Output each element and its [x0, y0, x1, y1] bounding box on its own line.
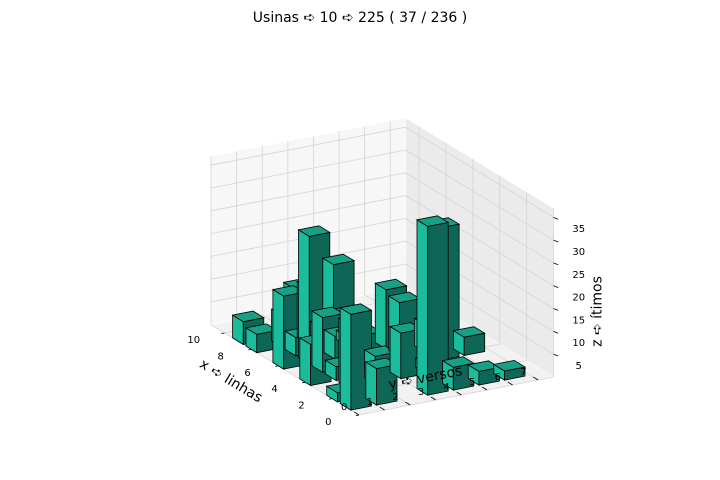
- z-tick-mark: [553, 239, 559, 243]
- z-tick-mark: [553, 331, 559, 334]
- bar-face-front: [311, 310, 324, 374]
- z-tick-mark: [553, 262, 559, 266]
- z-tick-label: 5: [576, 361, 582, 372]
- z-axis-label: z ➪ ítimos: [589, 276, 605, 347]
- x-gridline: [358, 376, 554, 416]
- bar-face-front: [339, 307, 352, 411]
- bar-face-front: [389, 325, 402, 380]
- z-tick-label: 15: [572, 315, 585, 326]
- x-tick-label: 8: [218, 351, 224, 362]
- y-tick-mark: [354, 411, 360, 416]
- z-tick-mark: [553, 217, 559, 220]
- x-tick-mark: [302, 381, 306, 384]
- x-tick-label: 6: [244, 368, 250, 379]
- bar-face-top: [387, 291, 422, 304]
- z-gridline: [405, 172, 554, 264]
- y-tick-label: 7: [520, 367, 526, 378]
- z-gridline: [210, 172, 406, 212]
- bar-face-top: [321, 253, 356, 266]
- y-tick-mark: [405, 401, 411, 406]
- x-tick-mark: [275, 365, 279, 367]
- bar-face-top: [467, 360, 501, 372]
- bar-face-front: [374, 282, 387, 350]
- y-tick-mark: [507, 381, 513, 386]
- y-tick-mark: [456, 391, 462, 396]
- z-tick-label: 30: [572, 247, 585, 258]
- x-tick-mark: [328, 398, 333, 400]
- x-tick-label: 0: [325, 417, 331, 428]
- bar: [339, 303, 373, 411]
- z-tick-mark: [553, 353, 559, 357]
- bar-face-top: [297, 225, 331, 237]
- z-gridline: [405, 126, 554, 218]
- z-tick-mark: [553, 285, 559, 288]
- z-gridline: [405, 149, 554, 241]
- z-tick-label: 10: [572, 338, 585, 349]
- z-gridline: [210, 126, 406, 166]
- y-tick-mark: [430, 396, 437, 401]
- x-tick-label: 10: [187, 335, 200, 346]
- y-tick-label: 0: [341, 402, 347, 413]
- z-tick-label: 35: [572, 224, 585, 235]
- x-tick-mark: [221, 332, 225, 334]
- bar: [452, 326, 486, 357]
- bar-face-top: [374, 278, 408, 291]
- z-tick-label: 20: [572, 293, 585, 304]
- bar-face-front: [299, 337, 312, 387]
- y-tick-label: 5: [469, 377, 475, 388]
- x-tick-mark: [248, 349, 252, 351]
- x-tick-label: 2: [298, 401, 304, 412]
- bar-face-top: [310, 306, 345, 319]
- x-tick-label: 4: [271, 384, 277, 395]
- y-tick-label: 6: [495, 372, 501, 383]
- y-tick-label: 1: [367, 397, 373, 408]
- y-tick-label: 3: [418, 387, 424, 398]
- z-gridline: [405, 195, 554, 287]
- bar-face-front: [272, 288, 285, 370]
- bar-face-top: [441, 356, 475, 368]
- z-gridline: [210, 149, 406, 189]
- bar-face-top: [452, 326, 486, 338]
- y-tick-mark: [533, 376, 539, 381]
- bar-face-top: [415, 215, 450, 227]
- bar: [492, 359, 527, 381]
- z-tick-mark: [553, 308, 559, 311]
- z-tick-label: 25: [572, 270, 585, 281]
- chart-title: Usinas ➪ 10 ➪ 225 ( 37 / 236 ): [253, 10, 467, 26]
- y-tick-label: 2: [392, 392, 398, 403]
- y-tick-mark: [482, 386, 488, 391]
- bar-face-top: [339, 303, 373, 315]
- x-axis-label: x ➪ linhas: [197, 356, 266, 406]
- bar-group: [231, 215, 527, 411]
- bar: [415, 215, 450, 396]
- bar-face-top: [363, 345, 397, 357]
- y-tick-mark: [379, 406, 385, 411]
- bar-face-front: [416, 219, 429, 396]
- axis-ticks: 0 2 4 6 8 10 0 1 2 3 4 5 6 7 5 10 15 20 25 30 35: [187, 217, 585, 428]
- y-tick-label: 4: [443, 382, 449, 393]
- bar-face-top: [492, 359, 527, 372]
- z-gridline: [210, 195, 406, 234]
- bar: [364, 357, 399, 406]
- bar-face-top: [231, 310, 265, 323]
- bar-face-top: [244, 323, 279, 335]
